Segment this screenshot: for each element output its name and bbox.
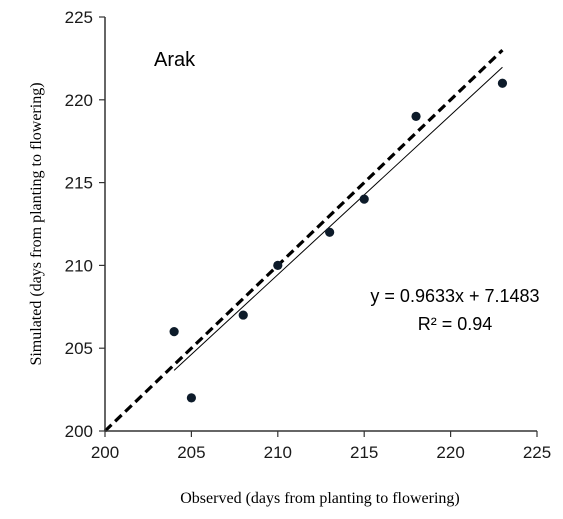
y-tick-label: 225 [65,8,93,27]
x-tick-label: 225 [523,443,551,462]
y-axis-title: Simulated (days from planting to floweri… [28,82,45,365]
y-tick-label: 215 [65,174,93,193]
data-point [186,393,196,403]
y-tick-label: 200 [65,422,93,441]
regression-trend-line [173,66,503,371]
data-point [169,327,179,337]
x-tick-label: 205 [177,443,205,462]
data-point [273,260,283,270]
x-axis-title: Observed (days from planting to flowerin… [180,490,459,507]
x-tick-label: 220 [436,443,464,462]
x-tick-label: 200 [91,443,119,462]
y-tick-label: 220 [65,91,93,110]
y-tick-label: 205 [65,339,93,358]
lines-layer [103,48,504,433]
one-to-one-dashed-line [103,48,504,433]
ticks-layer: 200 205 210 215 220 225 200 205 210 215 220 225 [65,8,552,462]
data-point [238,310,248,320]
y-tick-label: 210 [65,256,93,275]
data-point [411,111,421,121]
data-point [359,194,369,204]
data-point [497,78,508,88]
x-tick-label: 210 [264,443,292,462]
equation-label: y = 0.9633x + 7.1483 [370,286,539,306]
points-layer [169,78,508,403]
data-point [325,227,335,237]
r-squared-label: R² = 0.94 [418,314,493,334]
site-label: Arak [154,49,196,71]
x-tick-label: 215 [350,443,378,462]
